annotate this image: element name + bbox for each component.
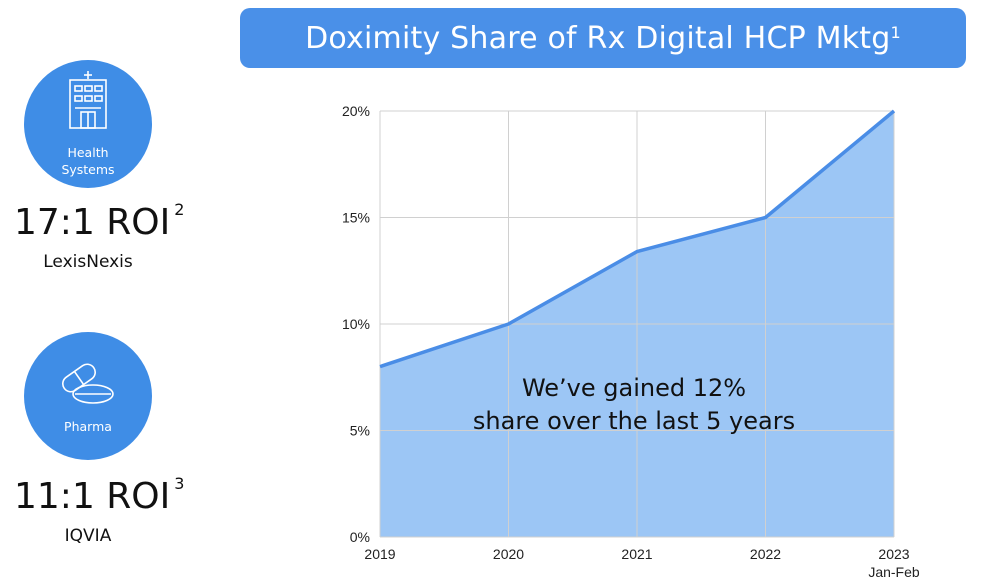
pharma-label: Pharma <box>64 418 112 434</box>
chart-annotation: We’ve gained 12% <box>522 374 746 402</box>
chart-title-banner: Doximity Share of Rx Digital HCP Mktg 1 <box>240 8 966 68</box>
health-systems-label-2: Systems <box>61 162 115 177</box>
x-tick-sublabel: Jan-Feb <box>868 564 920 580</box>
y-tick-label: 20% <box>342 103 370 119</box>
health-systems-roi: 17:1 ROI 2 <box>14 200 185 243</box>
y-tick-label: 0% <box>350 529 370 545</box>
series-line <box>379 109 896 369</box>
pills-icon <box>57 358 119 412</box>
x-tick-label: 2022 <box>750 546 781 562</box>
y-tick-label: 5% <box>350 423 370 439</box>
x-tick-label: 2019 <box>364 546 395 562</box>
y-tick-label: 10% <box>342 316 370 332</box>
chart-title: Doximity Share of Rx Digital HCP Mktg <box>305 20 891 56</box>
health-systems-label-1: Health <box>67 145 109 160</box>
pharma-badge: Pharma <box>24 332 152 460</box>
health-systems-badge: Health Systems <box>24 60 152 188</box>
x-tick-label: 2021 <box>621 546 652 562</box>
pharma-roi: 11:1 ROI 3 <box>14 474 185 517</box>
y-tick-label: 15% <box>342 210 370 226</box>
chart-annotation: share over the last 5 years <box>473 407 795 435</box>
health-systems-roi-value: 17:1 ROI <box>14 202 171 243</box>
pharma-roi-value: 11:1 ROI <box>14 476 171 517</box>
pharma-roi-footnote: 3 <box>174 474 185 493</box>
hospital-icon <box>65 70 111 136</box>
title-footnote: 1 <box>890 22 901 42</box>
health-systems-source: LexisNexis <box>43 252 133 272</box>
pharma-source: IQVIA <box>64 526 112 546</box>
x-tick-label: 2020 <box>493 546 524 562</box>
health-systems-roi-footnote: 2 <box>174 200 185 219</box>
x-tick-label: 2023 <box>878 546 909 562</box>
